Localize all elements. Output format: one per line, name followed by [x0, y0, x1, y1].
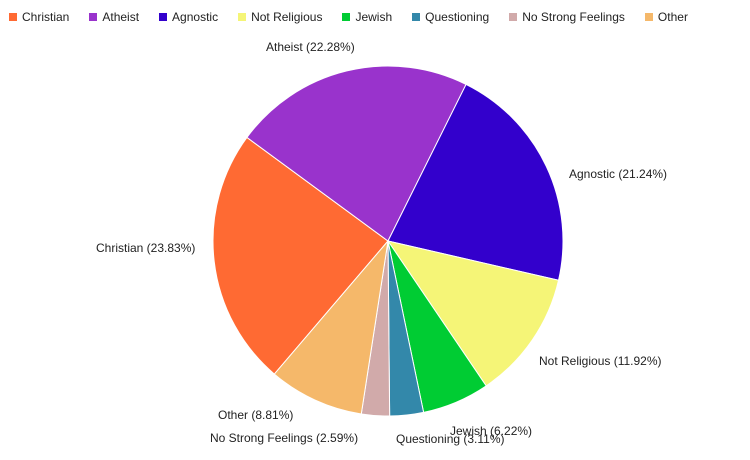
legend-item-jewish[interactable]: Jewish: [342, 10, 392, 24]
slice-label-agnostic: Agnostic (21.24%): [569, 167, 667, 181]
legend-swatch-not-religious: [238, 13, 247, 21]
legend-label-jewish: Jewish: [355, 10, 393, 24]
slice-label-other: Other (8.81%): [218, 408, 293, 422]
chart-legend: Christian Atheist Agnostic Not Religious…: [9, 9, 708, 25]
legend-label-atheist: Atheist: [102, 10, 140, 24]
legend-item-christian[interactable]: Christian: [9, 10, 69, 24]
legend-swatch-christian: [9, 13, 17, 21]
slice-label-not-religious: Not Religious (11.92%): [539, 354, 662, 368]
legend-label-questioning: Questioning: [425, 10, 490, 24]
slice-label-no-strong-feelings: No Strong Feelings (2.59%): [210, 431, 358, 445]
legend-label-christian: Christian: [22, 10, 70, 24]
pie-slices: [212, 65, 564, 417]
slice-label-christian: Christian (23.83%): [96, 241, 195, 255]
legend-item-agnostic[interactable]: Agnostic: [159, 10, 218, 24]
legend-swatch-agnostic: [159, 13, 168, 21]
legend-item-no-strong-feelings[interactable]: No Strong Feelings: [509, 10, 625, 24]
legend-label-no-strong-feelings: No Strong Feelings: [522, 10, 625, 24]
slice-label-questioning: Questioning (3.11%): [396, 432, 505, 446]
slice-label-jewish: Jewish (6.22%): [450, 424, 532, 438]
legend-item-atheist[interactable]: Atheist: [89, 10, 139, 24]
legend-item-not-religious[interactable]: Not Religious: [238, 10, 322, 24]
legend-swatch-other: [644, 13, 653, 21]
pie-labels: Christian (23.83%) Atheist (22.28%) Agnost…: [96, 40, 667, 446]
pie-slice-other[interactable]: [273, 239, 389, 415]
legend-swatch-jewish: [342, 13, 351, 21]
legend-item-questioning[interactable]: Questioning: [412, 10, 489, 24]
legend-swatch-atheist: [89, 13, 98, 21]
legend-swatch-no-strong-feelings: [509, 13, 518, 21]
legend-label-not-religious: Not Religious: [251, 10, 323, 24]
legend-label-agnostic: Agnostic: [172, 10, 219, 24]
slice-label-atheist: Atheist (22.28%): [266, 40, 355, 54]
pie-slice-atheist[interactable]: [246, 65, 467, 242]
legend-item-other[interactable]: Other: [644, 10, 688, 24]
pie-slice-agnostic[interactable]: [387, 83, 564, 281]
pie-slice-christian[interactable]: [212, 136, 389, 375]
legend-swatch-questioning: [412, 13, 421, 21]
legend-label-other: Other: [657, 10, 688, 24]
pie-slice-not-religious[interactable]: [386, 240, 560, 387]
